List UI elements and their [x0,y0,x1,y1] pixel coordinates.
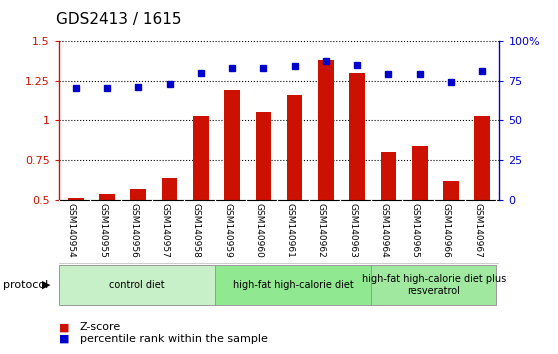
Bar [68,198,84,200]
Bar [256,113,271,200]
Text: percentile rank within the sample: percentile rank within the sample [80,334,268,344]
Text: high-fat high-calorie diet: high-fat high-calorie diet [233,280,353,290]
Text: GSM140963: GSM140963 [348,202,357,257]
Text: Z-score: Z-score [80,322,121,332]
Bar [99,194,115,200]
Text: GSM140955: GSM140955 [98,202,107,257]
Text: control diet: control diet [109,280,165,290]
Bar [131,189,146,200]
Text: GSM140965: GSM140965 [411,202,420,257]
Bar [224,90,240,200]
Text: GSM140962: GSM140962 [317,202,326,257]
Text: GSM140961: GSM140961 [286,202,295,257]
Text: GSM140966: GSM140966 [442,202,451,257]
Text: GSM140956: GSM140956 [129,202,138,257]
Text: high-fat high-calorie diet plus
resveratrol: high-fat high-calorie diet plus resverat… [362,274,506,296]
Text: ▶: ▶ [42,280,51,290]
FancyBboxPatch shape [59,266,215,304]
Bar [162,178,177,200]
Text: GDS2413 / 1615: GDS2413 / 1615 [56,12,181,27]
Bar [349,73,365,200]
Bar [412,146,427,200]
Text: GSM140960: GSM140960 [254,202,263,257]
Bar [381,152,396,200]
Text: ■: ■ [59,322,69,332]
Bar [193,115,209,200]
Text: GSM140964: GSM140964 [379,202,388,257]
Bar [474,115,490,200]
Text: GSM140959: GSM140959 [223,202,232,257]
Text: ■: ■ [59,334,69,344]
Bar [443,181,459,200]
Text: protocol: protocol [3,280,48,290]
Text: GSM140967: GSM140967 [473,202,482,257]
FancyBboxPatch shape [371,266,496,304]
Text: GSM140958: GSM140958 [192,202,201,257]
FancyBboxPatch shape [215,266,371,304]
Bar [287,95,302,200]
Text: GSM140957: GSM140957 [161,202,170,257]
Text: GSM140954: GSM140954 [67,202,76,257]
Bar [318,60,334,200]
